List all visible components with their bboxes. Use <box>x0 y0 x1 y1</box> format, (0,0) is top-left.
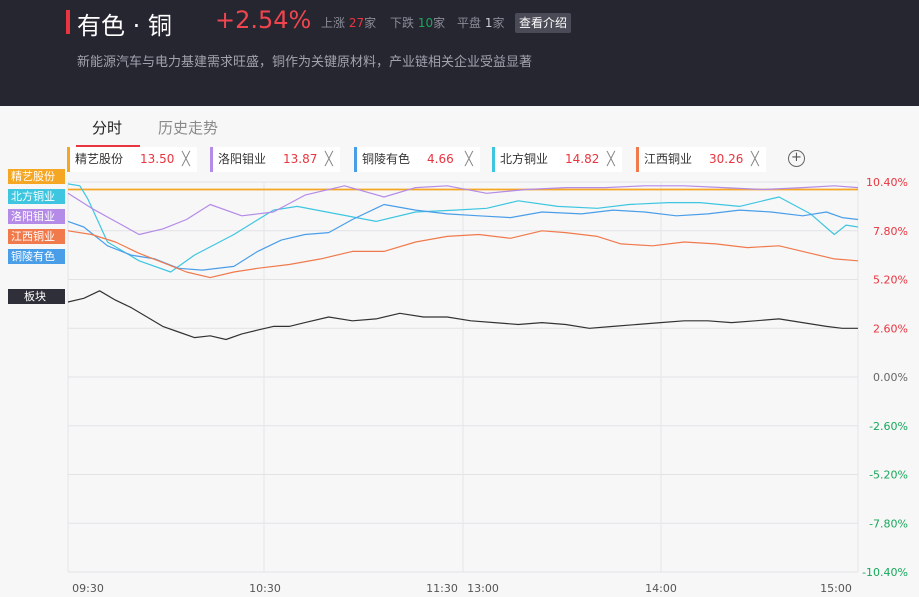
y-tick-label: 5.20% <box>873 274 908 287</box>
board-header: 有色 · 铜 +2.54% 上涨 27家 下跌 10家 平盘 1家 查看介绍 新… <box>0 0 919 106</box>
down-unit: 家 <box>433 16 446 30</box>
flat-stat: 平盘 1家 <box>457 14 505 31</box>
active-tab-underline <box>76 145 140 147</box>
y-tick-label: -2.60% <box>869 420 908 433</box>
legend-tag-luoyang: 洛阳钼业 <box>8 209 65 224</box>
down-label: 下跌 <box>390 16 415 30</box>
tab-intraday[interactable]: 分时 <box>92 119 123 137</box>
stock-chip-jingyi[interactable]: 精艺股份 13.50 ╳ <box>67 147 197 172</box>
stock-chip-beifang[interactable]: 北方铜业 14.82 ╳ <box>492 147 622 172</box>
x-tick-label: 10:30 <box>249 582 281 595</box>
stock-chip-price: 14.82 <box>565 152 600 166</box>
view-intro-button[interactable]: 查看介绍 <box>515 13 572 33</box>
stock-chip-price: 4.66 <box>427 152 454 166</box>
up-label: 上涨 <box>321 16 346 30</box>
flat-label: 平盘 <box>457 16 482 30</box>
close-icon[interactable]: ╳ <box>751 152 759 167</box>
board-change-percent: +2.54% <box>215 6 312 34</box>
legend-tag-jingyi: 精艺股份 <box>8 169 65 184</box>
legend-tag-tongling: 铜陵有色 <box>8 249 65 264</box>
close-icon[interactable]: ╳ <box>182 152 190 167</box>
x-tick-label: 15:00 <box>820 582 852 595</box>
up-stat: 上涨 27家 <box>321 14 376 31</box>
stock-chip-name: 江西铜业 <box>644 152 693 166</box>
up-unit: 家 <box>364 16 377 30</box>
board-description: 新能源汽车与电力基建需求旺盛，铜作为关键原材料，产业链相关企业受益显著 <box>77 55 533 70</box>
x-tick-label: 13:00 <box>467 582 499 595</box>
series-line <box>67 290 858 341</box>
x-tick-label: 11:30 <box>426 582 458 595</box>
stock-chip-price: 13.87 <box>283 152 318 166</box>
stock-chip-name: 铜陵有色 <box>362 152 411 166</box>
y-tick-label: 7.80% <box>873 225 908 238</box>
series-line <box>67 185 859 236</box>
y-tick-label: -10.40% <box>862 566 908 579</box>
flat-count: 1 <box>484 16 493 30</box>
y-tick-label: -5.20% <box>869 469 908 482</box>
x-tick-label: 09:30 <box>72 582 104 595</box>
title-accent-bar <box>66 10 70 34</box>
legend-tag-board: 板块 <box>8 289 65 304</box>
legend-tag-jiangxi: 江西铜业 <box>8 229 65 244</box>
stock-chip-name: 洛阳钼业 <box>218 152 267 166</box>
y-tick-label: 0.00% <box>873 371 908 384</box>
stock-chip-price: 13.50 <box>140 152 175 166</box>
board-title: 有色 · 铜 <box>77 12 172 40</box>
stock-chip-jiangxi[interactable]: 江西铜业 30.26 ╳ <box>636 147 766 172</box>
flat-unit: 家 <box>492 16 505 30</box>
stock-chip-name: 精艺股份 <box>75 152 124 166</box>
close-icon[interactable]: ╳ <box>607 152 615 167</box>
down-count: 10 <box>417 16 434 30</box>
up-count: 27 <box>348 16 365 30</box>
stock-chip-price: 30.26 <box>709 152 744 166</box>
series-line <box>67 230 859 279</box>
series-line <box>67 183 859 273</box>
add-stock-icon[interactable]: + <box>788 150 805 167</box>
y-tick-label: 2.60% <box>873 322 908 335</box>
stock-chip-tongling[interactable]: 铜陵有色 4.66 ╳ <box>354 147 480 172</box>
stock-chip-luoyang[interactable]: 洛阳钼业 13.87 ╳ <box>210 147 340 172</box>
tab-history[interactable]: 历史走势 <box>158 119 219 137</box>
stock-chip-name: 北方铜业 <box>500 152 549 166</box>
y-tick-label: 10.40% <box>866 176 908 189</box>
close-icon[interactable]: ╳ <box>325 152 333 167</box>
x-tick-label: 14:00 <box>645 582 677 595</box>
down-stat: 下跌 10家 <box>390 14 445 31</box>
close-icon[interactable]: ╳ <box>465 152 473 167</box>
legend-tag-beifang: 北方铜业 <box>8 189 65 204</box>
y-tick-label: -7.80% <box>869 517 908 530</box>
